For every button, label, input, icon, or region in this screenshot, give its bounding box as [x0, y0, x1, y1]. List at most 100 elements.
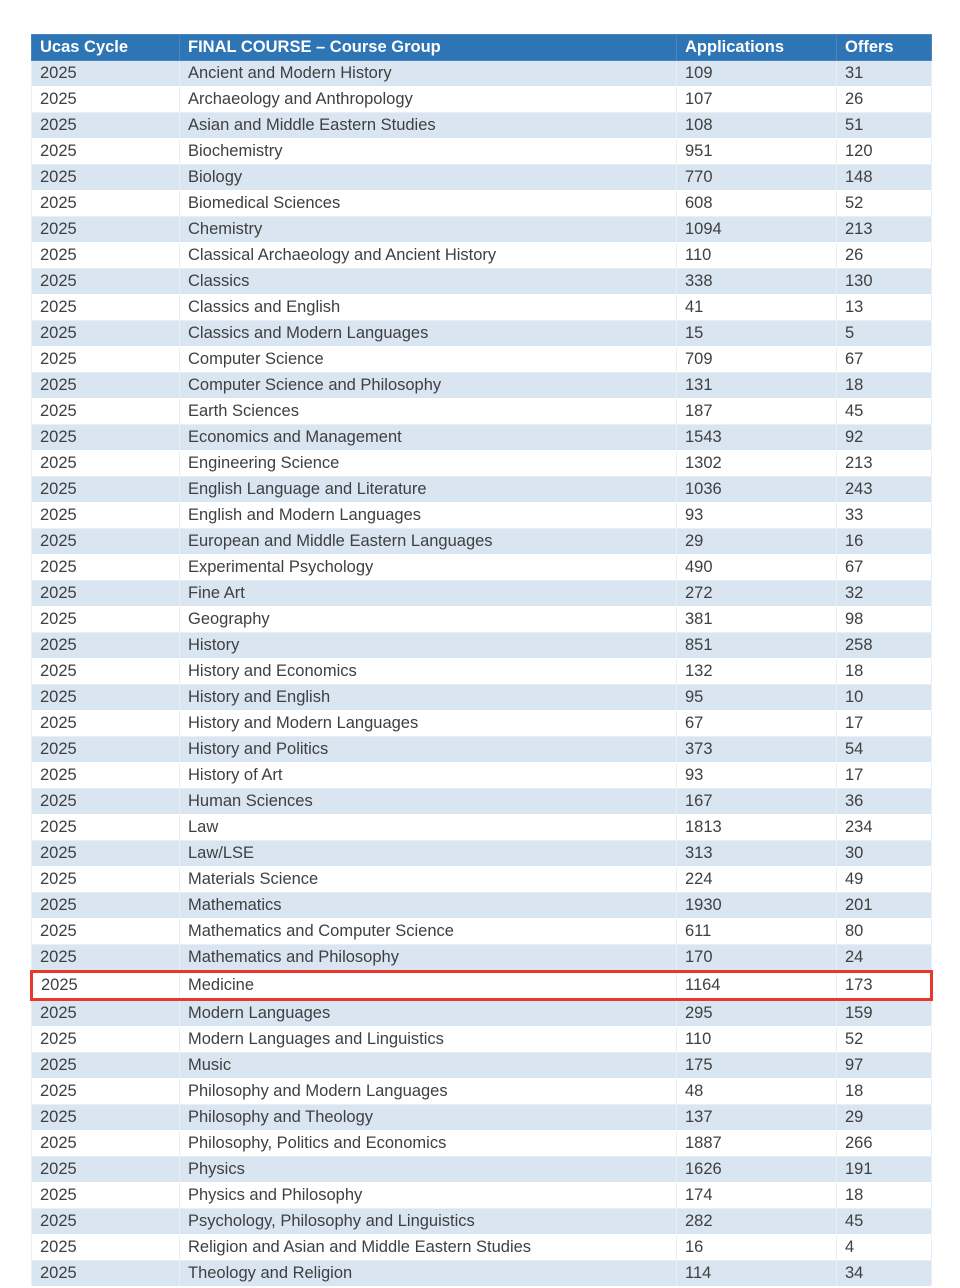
cell-offers: 243: [836, 476, 932, 503]
cell-course: History and Economics: [179, 658, 677, 685]
cell-ucas-cycle: 2025: [31, 294, 180, 321]
cell-applications: 67: [676, 710, 837, 737]
cell-ucas-cycle: 2025: [31, 86, 180, 113]
table-row: 2025 Modern Languages and Linguistics 110 5…: [31, 1026, 932, 1053]
cell-course: History of Art: [179, 762, 677, 789]
header-course-group: FINAL COURSE – Course Group: [179, 34, 677, 61]
cell-offers: 10: [836, 684, 932, 711]
cell-offers: 18: [836, 658, 932, 685]
cell-course: Psychology, Philosophy and Linguistics: [179, 1208, 677, 1235]
cell-applications: 951: [676, 138, 837, 165]
cell-applications: 114: [676, 1260, 837, 1287]
cell-applications: 15: [676, 320, 837, 347]
table-row: 2025 History of Art 93 17: [31, 762, 932, 789]
cell-applications: 272: [676, 580, 837, 607]
cell-course: Computer Science: [179, 346, 677, 373]
table-row: 2025 Geography 381 98: [31, 606, 932, 633]
table-row: 2025 Asian and Middle Eastern Studies 108 5…: [31, 112, 932, 139]
cell-applications: 1164: [676, 970, 837, 1001]
cell-offers: 92: [836, 424, 932, 451]
cell-applications: 490: [676, 554, 837, 581]
table-row: 2025 Fine Art 272 32: [31, 580, 932, 607]
cell-ucas-cycle: 2025: [31, 476, 180, 503]
table-row: 2025 Physics and Philosophy 174 18: [31, 1182, 932, 1209]
table-row: 2025 English and Modern Languages 93 33: [31, 502, 932, 529]
cell-ucas-cycle: 2025: [31, 346, 180, 373]
cell-ucas-cycle: 2025: [31, 1234, 180, 1261]
cell-ucas-cycle: 2025: [31, 372, 180, 399]
cell-ucas-cycle: 2025: [31, 502, 180, 529]
cell-applications: 132: [676, 658, 837, 685]
cell-course: Mathematics and Philosophy: [179, 944, 677, 972]
cell-course: English Language and Literature: [179, 476, 677, 503]
cell-offers: 45: [836, 1208, 932, 1235]
table-row: 2025 Materials Science 224 49: [31, 866, 932, 893]
table-row: 2025 Law 1813 234: [31, 814, 932, 841]
table-row: 2025 Archaeology and Anthropology 107 26: [31, 86, 932, 113]
cell-ucas-cycle: 2025: [31, 1182, 180, 1209]
table-row: 2025 Engineering Science 1302 213: [31, 450, 932, 477]
cell-ucas-cycle: 2025: [31, 528, 180, 555]
cell-course: History and Modern Languages: [179, 710, 677, 737]
cell-applications: 41: [676, 294, 837, 321]
cell-offers: 17: [836, 710, 932, 737]
cell-offers: 13: [836, 294, 932, 321]
cell-offers: 98: [836, 606, 932, 633]
cell-ucas-cycle: 2025: [31, 918, 180, 945]
cell-ucas-cycle: 2025: [31, 580, 180, 607]
cell-course: Biochemistry: [179, 138, 677, 165]
cell-offers: 32: [836, 580, 932, 607]
cell-ucas-cycle: 2025: [31, 1156, 180, 1183]
ucas-offers-table: Ucas Cycle FINAL COURSE – Course Group A…: [30, 34, 933, 1287]
cell-applications: 381: [676, 606, 837, 633]
cell-ucas-cycle: 2025: [31, 1026, 180, 1053]
cell-applications: 107: [676, 86, 837, 113]
cell-applications: 137: [676, 1104, 837, 1131]
cell-offers: 130: [836, 268, 932, 295]
table-row: 2025 Music 175 97: [31, 1052, 932, 1079]
cell-applications: 187: [676, 398, 837, 425]
header-ucas-cycle: Ucas Cycle: [31, 34, 180, 61]
cell-applications: 611: [676, 918, 837, 945]
cell-applications: 110: [676, 1026, 837, 1053]
cell-ucas-cycle: 2025: [31, 684, 180, 711]
cell-offers: 51: [836, 112, 932, 139]
table-row: 2025 English Language and Literature 1036 2…: [31, 476, 932, 503]
cell-course: European and Middle Eastern Languages: [179, 528, 677, 555]
cell-ucas-cycle: 2025: [31, 658, 180, 685]
table-row: 2025 Economics and Management 1543 92: [31, 424, 932, 451]
table-row: 2025 Earth Sciences 187 45: [31, 398, 932, 425]
cell-offers: 67: [836, 346, 932, 373]
table-row: 2025 Ancient and Modern History 109 31: [31, 60, 932, 87]
cell-course: History: [179, 632, 677, 659]
cell-course: History and English: [179, 684, 677, 711]
cell-applications: 295: [676, 999, 837, 1027]
table-row: 2025 History 851 258: [31, 632, 932, 659]
cell-applications: 110: [676, 242, 837, 269]
table-row: 2025 European and Middle Eastern Language…: [31, 528, 932, 555]
cell-offers: 67: [836, 554, 932, 581]
cell-ucas-cycle: 2025: [31, 554, 180, 581]
cell-offers: 5: [836, 320, 932, 347]
table-row: 2025 Classics and Modern Languages 15 5: [31, 320, 932, 347]
header-row: Ucas Cycle FINAL COURSE – Course Group A…: [31, 34, 932, 61]
cell-offers: 26: [836, 86, 932, 113]
cell-applications: 338: [676, 268, 837, 295]
cell-course: English and Modern Languages: [179, 502, 677, 529]
cell-course: Philosophy and Theology: [179, 1104, 677, 1131]
cell-offers: 45: [836, 398, 932, 425]
cell-offers: 173: [836, 970, 933, 1001]
cell-course: Asian and Middle Eastern Studies: [179, 112, 677, 139]
cell-ucas-cycle: 2025: [31, 398, 180, 425]
table-row: 2025 Mathematics and Computer Science 611 8…: [31, 918, 932, 945]
cell-course: Modern Languages: [179, 999, 677, 1027]
cell-course: Geography: [179, 606, 677, 633]
cell-offers: 34: [836, 1260, 932, 1287]
cell-applications: 313: [676, 840, 837, 867]
cell-course: Mathematics: [179, 892, 677, 919]
cell-course: Modern Languages and Linguistics: [179, 1026, 677, 1053]
cell-ucas-cycle: 2025: [31, 164, 180, 191]
cell-offers: 213: [836, 216, 932, 243]
table-row: 2025 Classical Archaeology and Ancient Hi…: [31, 242, 932, 269]
cell-offers: 159: [836, 999, 932, 1027]
